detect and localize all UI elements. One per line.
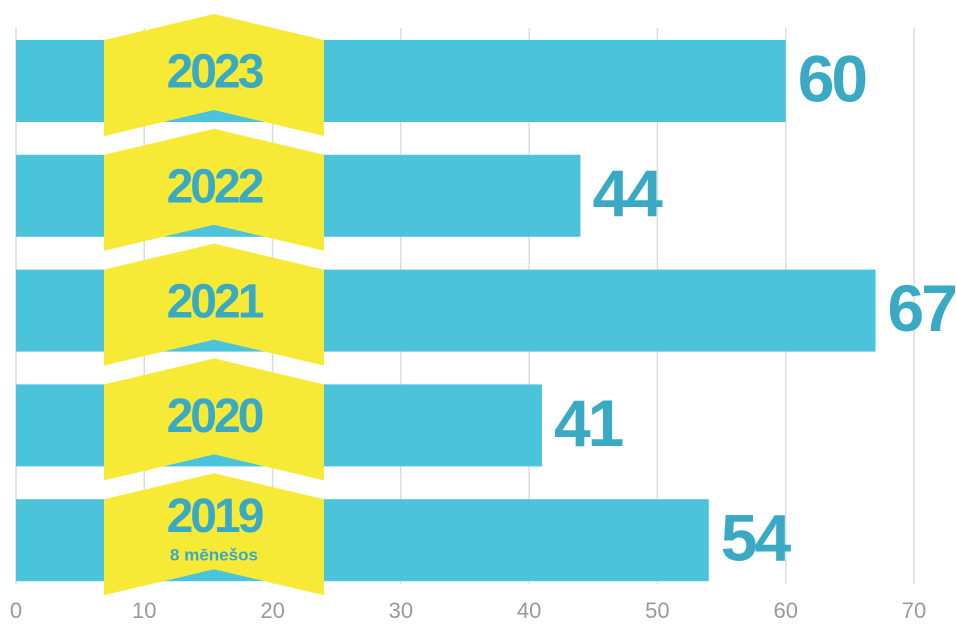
x-tick-label: 70 [902,598,926,623]
year-tag [104,128,324,251]
category-note: 8 mēnešos [170,546,258,565]
x-tick-label: 10 [132,598,156,623]
x-tick-label: 50 [645,598,669,623]
category-label: 2021 [167,275,264,328]
value-label: 44 [592,156,663,230]
x-tick-label: 0 [10,598,22,623]
category-label: 2019 [167,490,263,543]
category-label: 2020 [167,390,263,443]
value-label: 60 [798,41,866,115]
category-label: 2022 [167,160,263,213]
year-tag [104,473,324,596]
year-tag [104,14,324,136]
value-label: 67 [888,271,956,345]
year-tag [104,243,324,366]
x-tick-label: 40 [517,598,541,623]
x-tick-label: 30 [389,598,413,623]
value-label: 41 [554,386,623,460]
value-label: 54 [721,501,792,575]
year-tag [104,358,324,481]
x-tick-label: 60 [773,598,797,623]
category-label: 2023 [167,46,263,99]
x-tick-label: 20 [260,598,284,623]
